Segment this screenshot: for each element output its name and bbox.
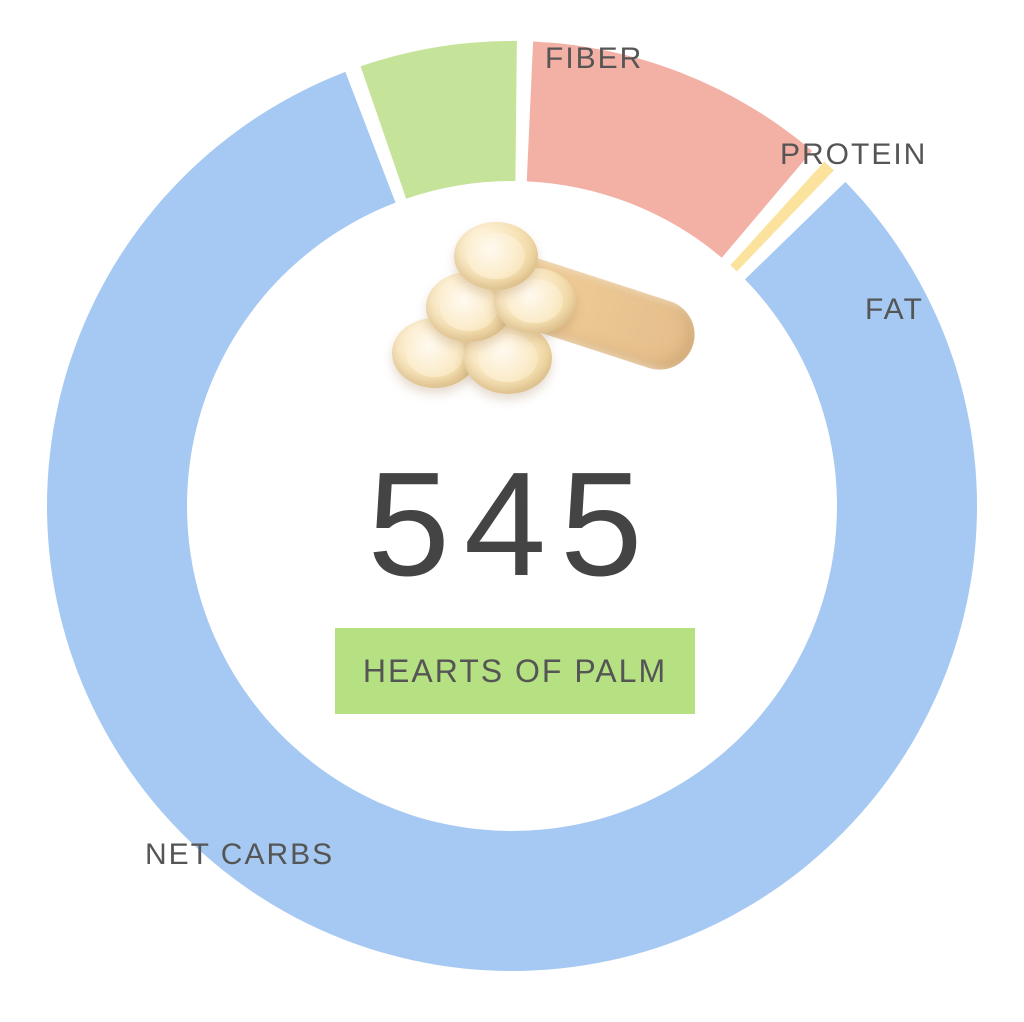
label-fiber: FIBER: [545, 42, 643, 76]
label-net-carbs: NET CARBS: [145, 838, 334, 872]
label-fat: FAT: [865, 293, 924, 327]
product-image: [362, 210, 662, 410]
label-protein: PROTEIN: [780, 138, 927, 172]
calorie-number: 545: [0, 440, 1024, 610]
product-name-badge: HEARTS OF PALM: [335, 628, 695, 714]
infographic-stage: 545 HEARTS OF PALM FIBER PROTEIN FAT NET…: [0, 0, 1024, 1022]
